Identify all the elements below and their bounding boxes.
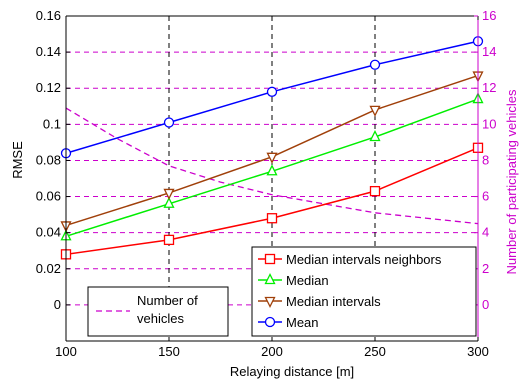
data-point bbox=[163, 196, 175, 208]
legend2-label: vehicles bbox=[137, 311, 184, 326]
y-right-tick-label: 14 bbox=[482, 44, 496, 59]
data-point bbox=[266, 213, 278, 224]
y-right-tick-label: 10 bbox=[482, 116, 496, 131]
data-point bbox=[264, 273, 276, 285]
y-left-tick-label: 0.06 bbox=[36, 189, 61, 204]
y-right-tick-label: 2 bbox=[482, 261, 489, 276]
series-mean bbox=[60, 36, 484, 159]
series-line-number-of-vehicles bbox=[65, 107, 479, 225]
x-tick-label: 200 bbox=[261, 344, 283, 359]
data-point bbox=[369, 105, 381, 117]
data-point bbox=[163, 117, 175, 128]
legend-entry: Median intervals bbox=[258, 294, 381, 309]
y-axis-label-right: Number of participating vehicles bbox=[504, 89, 519, 274]
y-left-tick-label: 0.1 bbox=[43, 116, 61, 131]
x-tick-label: 100 bbox=[55, 344, 77, 359]
y-right-tick-label: 0 bbox=[482, 297, 489, 312]
legend-label: Median intervals neighbors bbox=[286, 252, 442, 267]
y-right-tick-label: 8 bbox=[482, 152, 489, 167]
data-point bbox=[369, 130, 381, 142]
secondary-legend: Number of vehicles bbox=[87, 286, 229, 337]
x-tick-label: 250 bbox=[364, 344, 386, 359]
legend2-label: Number of bbox=[137, 293, 198, 308]
legend: Median intervals neighbors Median Median i… bbox=[251, 246, 477, 337]
series-median-intervals bbox=[60, 71, 484, 233]
y-right-tick-label: 6 bbox=[482, 189, 489, 204]
legend-label: Median bbox=[286, 273, 329, 288]
data-point bbox=[266, 164, 278, 176]
y-right-tick-label: 4 bbox=[482, 225, 489, 240]
axes: 100 150 200 250 30000.020.040.060.080.10.120… bbox=[36, 8, 497, 359]
legend-label: Mean bbox=[286, 315, 319, 330]
data-point bbox=[369, 59, 381, 70]
series-median bbox=[60, 92, 484, 241]
data-point bbox=[369, 185, 381, 197]
data-point bbox=[266, 152, 278, 164]
y-right-tick-label: 16 bbox=[482, 8, 496, 23]
y-left-tick-label: 0.02 bbox=[36, 261, 61, 276]
y-left-tick-label: 0.14 bbox=[36, 44, 61, 59]
data-point bbox=[264, 296, 276, 308]
legend-box bbox=[251, 246, 477, 337]
data-point bbox=[163, 234, 175, 246]
data-point bbox=[266, 86, 278, 97]
legend-entry: Median bbox=[258, 273, 329, 288]
legend-label: Median intervals bbox=[286, 294, 381, 309]
y-right-tick-label: 12 bbox=[482, 80, 496, 95]
y-left-tick-label: 0.16 bbox=[36, 8, 61, 23]
legend2-box bbox=[87, 286, 229, 337]
y-left-tick-label: 0.04 bbox=[36, 225, 61, 240]
x-axis-label: Relaying distance [m] bbox=[230, 364, 354, 379]
legend-entry: Mean bbox=[258, 315, 319, 330]
y-axis-label-left: RMSE bbox=[10, 141, 25, 179]
series-median-intervals-neighbors bbox=[60, 142, 484, 260]
data-point bbox=[163, 188, 175, 200]
x-tick-label: 300 bbox=[467, 344, 489, 359]
y-left-tick-label: 0 bbox=[54, 297, 61, 312]
y-left-tick-label: 0.12 bbox=[36, 80, 61, 95]
y-left-tick-label: 0.08 bbox=[36, 152, 61, 167]
legend-entry: Median intervals neighbors bbox=[258, 252, 442, 267]
x-tick-label: 150 bbox=[158, 344, 180, 359]
data-point bbox=[264, 253, 276, 265]
data-point bbox=[264, 316, 276, 328]
series-layer bbox=[60, 36, 484, 260]
